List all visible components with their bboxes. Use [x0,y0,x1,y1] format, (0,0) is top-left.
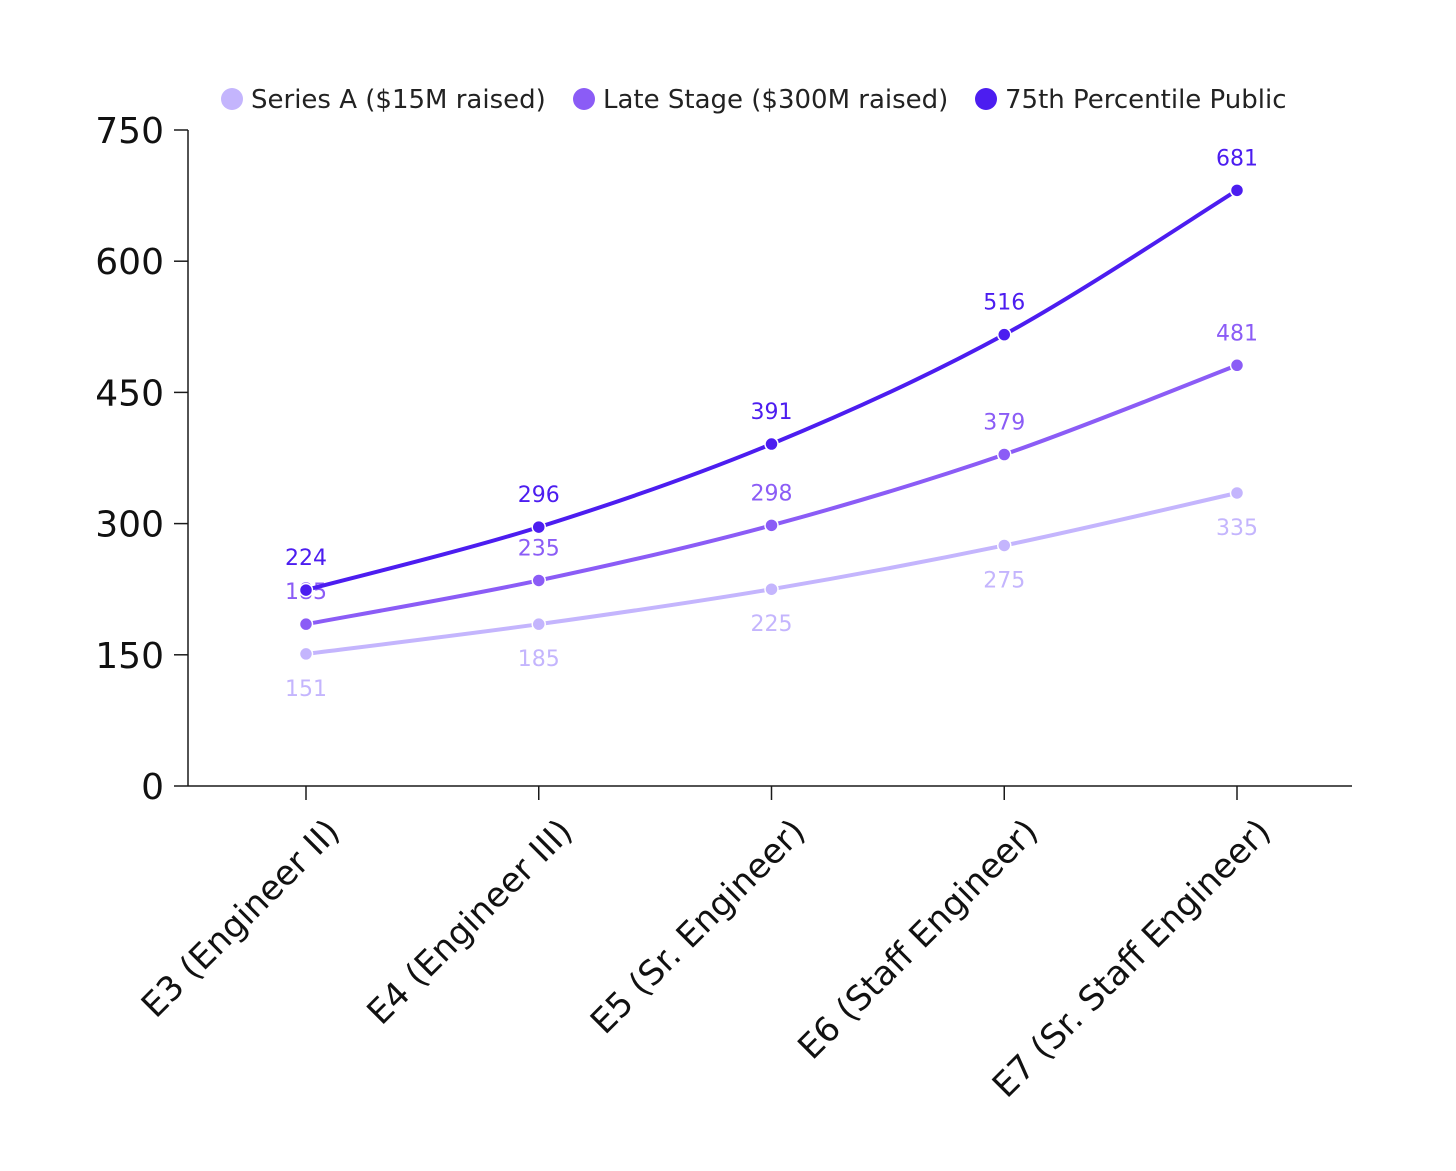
series-1: 151 185 225 275 335 [285,485,1258,702]
data-point[interactable] [531,616,546,632]
legend-item[interactable]: Series A ($15M raised) [221,85,546,115]
data-label: 516 [983,291,1025,316]
data-point[interactable] [997,327,1012,342]
y-tick-label: 600 [95,242,164,283]
series-3: 224 296 391 516 681 [285,146,1258,598]
legend-label: Series A ($15M raised) [251,85,546,115]
series-2: 185235298379481 [285,321,1258,632]
legend-label: Late Stage ($300M raised) [603,85,948,115]
data-label: 296 [518,483,560,508]
data-label: 151 [285,677,327,702]
y-axis: 0 150 300 450 600 750 [95,111,189,808]
data-point[interactable] [997,447,1012,462]
legend-item[interactable]: 75th Percentile Public [975,85,1287,115]
data-point[interactable] [298,616,314,632]
data-point[interactable] [1229,183,1245,198]
data-point[interactable] [531,519,546,535]
y-tick-label: 300 [95,505,164,546]
y-tick-label: 150 [95,636,164,677]
y-tick-label: 750 [95,111,164,152]
x-tick-label: E3 (Engineer II) [134,812,348,1026]
y-tick-label: 450 [95,373,164,414]
data-point[interactable] [764,436,779,452]
x-tick-label: E5 (Sr. Engineer) [583,812,813,1042]
data-point[interactable] [997,538,1012,553]
legend-swatch [221,88,243,110]
data-label: 298 [751,481,793,506]
data-label: 335 [1216,516,1258,541]
data-point[interactable] [764,518,779,533]
x-axis: E3 (Engineer II) E4 (Engineer III) E5 (Sr.… [134,785,1352,1106]
data-label: 224 [285,546,327,571]
data-label: 235 [518,536,560,561]
data-point[interactable] [1229,358,1245,373]
legend-item[interactable]: Late Stage ($300M raised) [573,85,948,115]
x-tick-label: E4 (Engineer III) [359,812,580,1033]
legend-swatch [573,88,595,110]
x-tick-label: E6 (Staff Engineer) [790,812,1046,1068]
data-point[interactable] [298,582,314,598]
data-label: 275 [983,568,1025,593]
series-layer: 1511852252753351852352983794812242963915… [285,146,1258,702]
data-label: 379 [983,411,1025,436]
data-label: 185 [518,647,560,672]
data-label: 391 [751,400,793,425]
data-point[interactable] [298,646,314,662]
data-point[interactable] [764,581,779,597]
legend-label: 75th Percentile Public [1005,85,1287,115]
data-label: 481 [1216,321,1258,346]
y-tick-label: 0 [141,767,164,808]
legend-swatch [975,88,997,110]
data-label: 225 [751,612,793,637]
data-point[interactable] [531,573,546,588]
data-point[interactable] [1229,485,1245,501]
legend: Series A ($15M raised) Late Stage ($300M … [221,85,1287,115]
data-label: 681 [1216,146,1258,171]
